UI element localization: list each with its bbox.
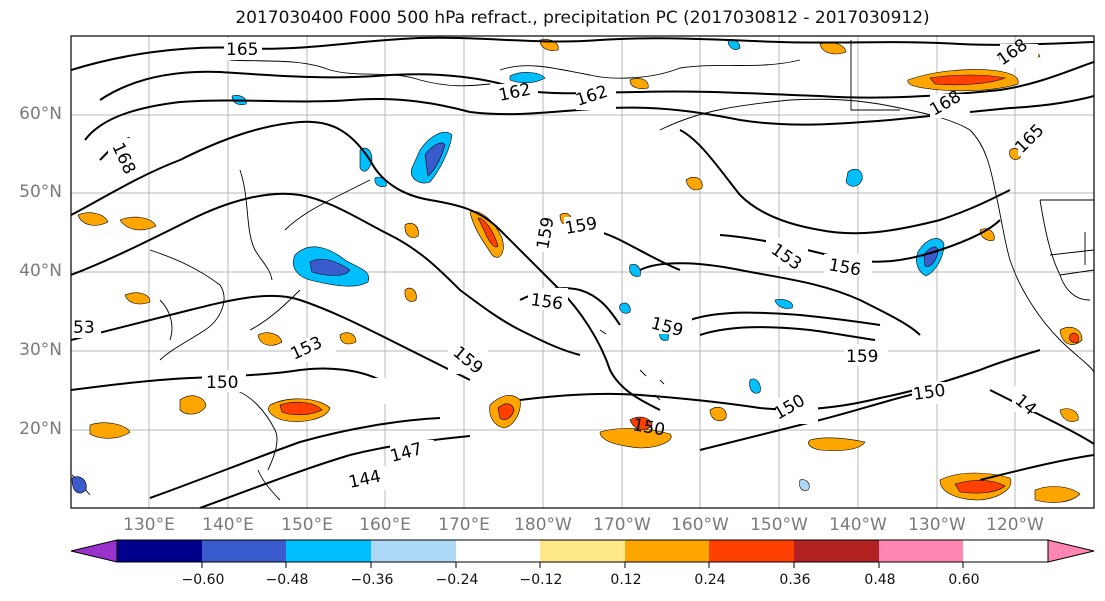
contour-labels: 165 162 162 168 168 168 165 159 159 156 … <box>73 35 1048 493</box>
longitude-label: 170°E <box>438 515 490 535</box>
longitude-label: 150°W <box>750 515 808 535</box>
colorbar-tick-label: 0.36 <box>779 572 811 588</box>
contour-label: 53 <box>73 318 95 338</box>
coastlines <box>71 40 1094 501</box>
latitude-label: 20°N <box>19 419 62 439</box>
longitude-label: 130°W <box>908 515 966 535</box>
colorbar <box>70 539 1095 568</box>
longitude-label: 130°E <box>123 515 175 535</box>
longitude-label: 140°W <box>829 515 887 535</box>
colorbar-tick-label: −0.24 <box>435 572 479 588</box>
colorbar-cell <box>286 540 371 562</box>
colorbar-cell <box>371 540 456 562</box>
longitude-label: 180°W <box>514 515 572 535</box>
colorbar-cell <box>879 540 963 562</box>
longitude-label: 160°W <box>671 515 729 535</box>
contour-label: 150 <box>912 381 947 405</box>
colorbar-cell <box>202 540 286 562</box>
longitude-label: 170°W <box>593 515 651 535</box>
longitude-label: 140°E <box>202 515 254 535</box>
contour-label: 156 <box>529 290 564 314</box>
map-frame <box>70 35 1095 509</box>
latitude-label: 40°N <box>19 261 62 281</box>
colorbar-cell <box>709 540 794 562</box>
colorbar-tick-label: 0.48 <box>864 572 896 588</box>
contour-label: 159 <box>846 347 878 367</box>
colorbar-cell <box>540 540 625 562</box>
longitude-label: 150°E <box>281 515 333 535</box>
colorbar-tick-label: −0.12 <box>519 572 563 588</box>
contour-label: 150 <box>206 373 238 393</box>
longitude-label: 120°W <box>986 515 1044 535</box>
colorbar-cell <box>625 540 709 562</box>
colorbar-tick-label: 0.12 <box>610 572 642 588</box>
colorbar-tick-label: 0.24 <box>694 572 726 588</box>
colorbar-cell <box>117 540 202 562</box>
latitude-label: 60°N <box>19 104 62 124</box>
colorbar-right-arrow <box>1048 540 1094 562</box>
latitude-label: 30°N <box>19 340 62 360</box>
colorbar-right-arrow-outline <box>1047 539 1095 563</box>
colorbar-tick-label: 0.60 <box>948 572 980 588</box>
latitude-label: 50°N <box>19 182 62 202</box>
map-title: 2017030400 F000 500 hPa refract., precip… <box>235 8 930 28</box>
colorbar-tick-label: −0.36 <box>350 572 394 588</box>
colorbar-cell <box>794 540 879 562</box>
contour-label: 165 <box>226 40 258 60</box>
longitude-label: 160°E <box>359 515 411 535</box>
colorbar-tick-label: −0.48 <box>265 572 309 588</box>
colorbar-tick-label: −0.60 <box>181 572 225 588</box>
colorbar-cell <box>456 540 540 562</box>
contour-label-backgrounds <box>71 38 1058 490</box>
colorbar-left-arrow <box>71 540 117 562</box>
graticule <box>71 36 1094 508</box>
